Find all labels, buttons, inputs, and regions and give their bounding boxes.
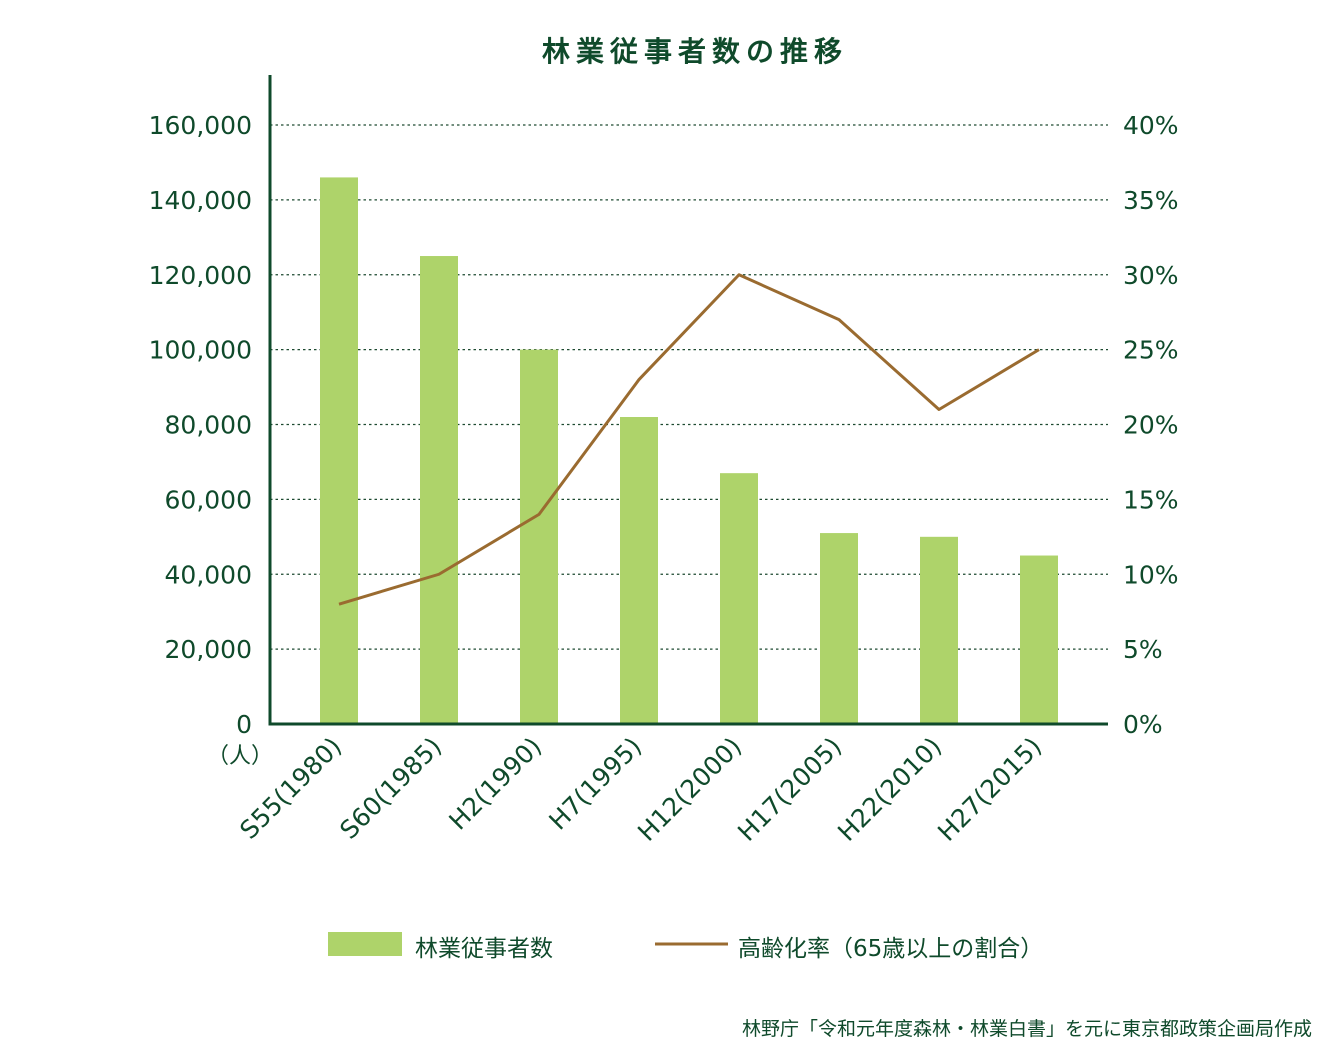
bar-2 <box>520 349 558 724</box>
bar-4 <box>720 473 758 724</box>
right-tick-label: 25% <box>1123 336 1179 365</box>
bar-3 <box>620 417 658 724</box>
bar-5 <box>820 533 858 724</box>
left-tick-label: 40,000 <box>165 560 252 589</box>
right-tick-label: 15% <box>1123 485 1179 514</box>
left-axis-unit: （人） <box>207 744 274 769</box>
right-tick-label: 0% <box>1123 710 1163 739</box>
right-tick-label: 20% <box>1123 411 1179 440</box>
left-tick-label: 20,000 <box>165 635 252 664</box>
left-tick-label: 160,000 <box>149 111 252 140</box>
right-tick-label: 35% <box>1123 186 1179 215</box>
chart-title: 林業従事者数の推移 <box>541 35 848 68</box>
legend-line-label: 高齢化率（65歳以上の割合） <box>738 936 1044 962</box>
source-note: 林野庁「令和元年度森林・林業白書」を元に東京都政策企画局作成 <box>741 1018 1312 1040</box>
left-tick-label: 0 <box>236 710 252 739</box>
bar-7 <box>1020 555 1058 724</box>
right-tick-label: 10% <box>1123 560 1179 589</box>
bar-6 <box>920 536 958 724</box>
left-tick-label: 100,000 <box>149 336 252 365</box>
left-tick-label: 60,000 <box>165 485 252 514</box>
legend-bar-swatch <box>328 932 402 956</box>
legend-bar-label: 林業従事者数 <box>415 936 553 962</box>
right-tick-label: 5% <box>1123 635 1163 664</box>
bar-0 <box>320 177 358 725</box>
left-tick-label: 120,000 <box>149 261 252 290</box>
bar-1 <box>420 256 458 724</box>
aging-rate-line <box>338 273 1040 606</box>
right-tick-label: 30% <box>1123 261 1179 290</box>
left-tick-label: 80,000 <box>165 411 252 440</box>
right-tick-label: 40% <box>1123 111 1179 140</box>
left-tick-label: 140,000 <box>149 186 252 215</box>
